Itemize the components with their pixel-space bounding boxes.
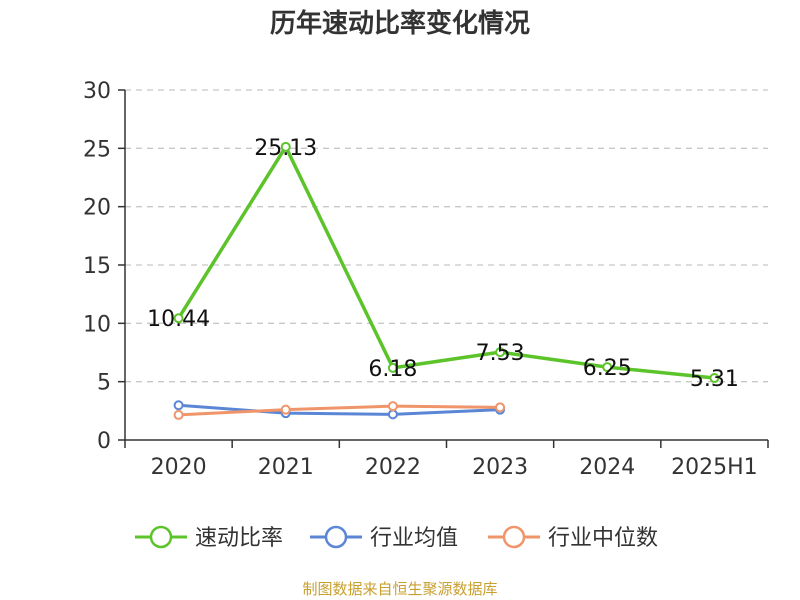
x-tick-label: 2025H1 [671,455,758,480]
legend-marker-icon [324,525,348,549]
y-tick-label: 5 [97,371,111,396]
data-labels: 10.44 25.13 6.18 7.53 6.25 5.31 [147,136,739,392]
legend-item[interactable]: 速动比率 [135,525,283,551]
x-tick-label: 2021 [258,455,314,480]
data-point [280,404,291,415]
data-point [495,402,506,413]
y-tick-label: 15 [83,254,111,279]
legend-label: 速动比率 [195,526,283,551]
legend-item[interactable]: 行业中位数 [488,525,658,551]
legend: 速动比率 行业均值 行业中位数 [135,525,658,551]
data-label: 10.44 [147,307,210,332]
legend-marker-icon [502,525,526,549]
legend-label: 行业均值 [370,526,458,551]
grid-lines [125,89,768,383]
data-label: 5.31 [690,367,739,392]
y-tick-label: 20 [83,196,111,221]
series-layer [173,141,720,420]
data-point [173,313,184,324]
data-point [602,362,613,373]
x-tick-label: 2023 [472,455,528,480]
data-label: 7.53 [476,341,525,366]
y-tick-label: 10 [83,312,111,337]
data-point [387,362,398,373]
data-label: 25.13 [254,136,317,161]
axes: 0 5 10 15 20 25 30 2020 2021 2022 2023 2024 2025H1 [83,79,769,480]
legend-marker-icon [149,525,173,549]
x-tick-label: 2024 [579,455,635,480]
series-line [178,403,501,416]
data-point [709,373,720,384]
data-point [173,400,184,411]
source-note: 制图数据来自恒生聚源数据库 [302,580,497,598]
data-point [387,409,398,420]
data-point [387,401,398,412]
chart-title: 历年速动比率变化情况 [270,8,530,39]
y-tick-label: 0 [97,429,111,454]
data-label: 6.18 [368,357,417,382]
legend-item[interactable]: 行业均值 [310,525,458,551]
data-point [173,409,184,420]
x-tick-label: 2020 [151,455,207,480]
series-line [177,145,715,380]
data-point [280,141,291,152]
y-tick-label: 30 [83,79,111,104]
legend-label: 行业中位数 [548,526,658,551]
series-line [178,404,501,417]
data-point [495,347,506,358]
data-label: 6.25 [583,356,632,381]
y-tick-label: 25 [83,137,111,162]
x-tick-label: 2022 [365,455,421,480]
